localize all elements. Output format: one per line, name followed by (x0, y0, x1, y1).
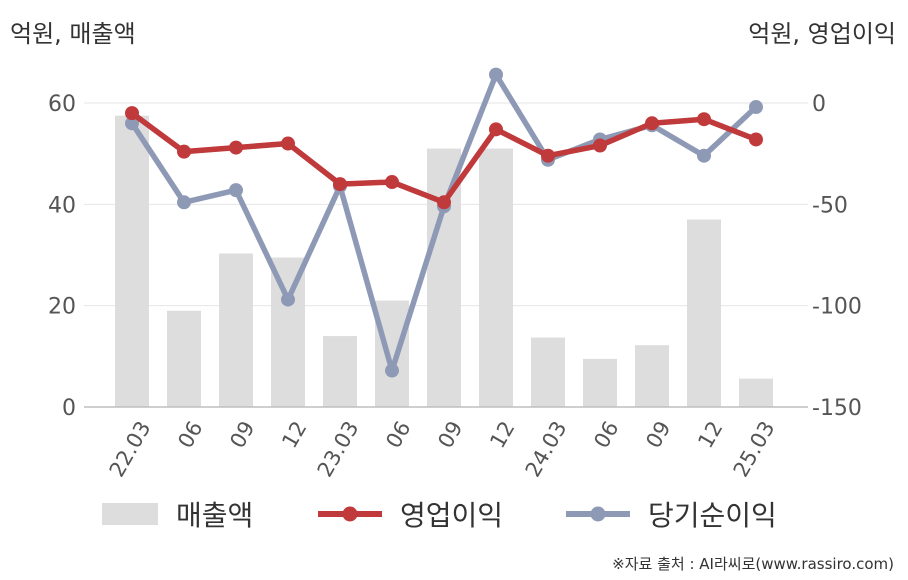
legend-label-sales: 매출액 (176, 499, 254, 532)
x-tick-label: 06 (173, 417, 207, 452)
legend-item-sales: 매출액 (102, 494, 253, 534)
net-income-point (749, 100, 763, 115)
y-left-tick-label: 20 (48, 295, 76, 320)
net-income-point (697, 148, 711, 163)
operating-profit-point (697, 112, 711, 127)
bar (167, 310, 201, 407)
y-left-tick-label: 40 (48, 193, 76, 218)
x-tick-label: 12 (485, 417, 519, 452)
y-right-tick-label: 0 (812, 92, 826, 117)
operating-profit-point (333, 177, 347, 192)
net-income-point (489, 67, 503, 82)
operating-profit-point (385, 175, 399, 190)
operating-profit-point (489, 122, 503, 137)
x-tick-label: 23.03 (313, 417, 364, 480)
operating-profit-point (281, 136, 295, 151)
x-tick-label: 25.03 (729, 417, 780, 480)
operating-profit-point (177, 144, 191, 159)
legend-swatch-operating-line (318, 506, 382, 522)
operating-profit-point (645, 116, 659, 131)
bar (479, 148, 513, 407)
legend: 매출액 영업이익 당기순이익 (0, 494, 908, 534)
bar (635, 345, 669, 407)
bar (531, 337, 565, 407)
net-income-point (125, 116, 139, 131)
legend-item-operating-profit: 영업이익 (318, 494, 503, 534)
line-series (125, 67, 763, 378)
bar-series (115, 115, 773, 408)
x-tick-label: 09 (225, 417, 259, 452)
operating-profit-point (541, 148, 555, 163)
x-tick-label: 06 (381, 417, 415, 452)
net-income-point (177, 195, 191, 210)
operating-profit-point (593, 138, 607, 153)
left-axis-title: 억원, 매출액 (10, 20, 136, 48)
y-left-tick-label: 0 (62, 396, 76, 421)
legend-label-net-income: 당기순이익 (648, 499, 777, 532)
right-axis-title: 억원, 영업이익 (748, 20, 896, 48)
legend-item-net-income: 당기순이익 (566, 494, 777, 534)
net-income-point (385, 363, 399, 378)
net-income-point (281, 292, 295, 307)
legend-swatch-net-line (566, 506, 630, 522)
bar (219, 253, 253, 407)
bar (271, 257, 305, 407)
source-note: ※자료 출처 : AI라씨로(www.rassiro.com) (612, 555, 894, 573)
x-tick-label: 09 (433, 417, 467, 452)
y-right-tick-label: -150 (812, 396, 862, 421)
legend-swatch-bar (102, 503, 158, 525)
x-tick-label: 09 (641, 417, 675, 452)
bar (323, 336, 357, 407)
net-income-point (229, 183, 243, 198)
bar (687, 219, 721, 407)
operating-profit-point (749, 132, 763, 147)
x-tick-label: 12 (693, 417, 727, 452)
bar (739, 378, 773, 407)
x-tick-label: 06 (589, 417, 623, 452)
legend-label-operating-profit: 영업이익 (400, 499, 504, 532)
operating-profit-point (229, 140, 243, 155)
bar (115, 115, 149, 408)
bar (427, 148, 461, 407)
bar (375, 300, 409, 407)
x-tick-label: 24.03 (521, 417, 572, 480)
y-right-tick-label: -100 (812, 295, 862, 320)
operating-profit-point (437, 195, 451, 210)
operating-profit-point (125, 106, 139, 121)
bar (583, 358, 617, 407)
x-tick-label: 12 (277, 417, 311, 452)
y-left-tick-label: 60 (48, 92, 76, 117)
x-tick-label: 22.03 (105, 417, 156, 480)
y-right-tick-label: -50 (812, 193, 848, 218)
